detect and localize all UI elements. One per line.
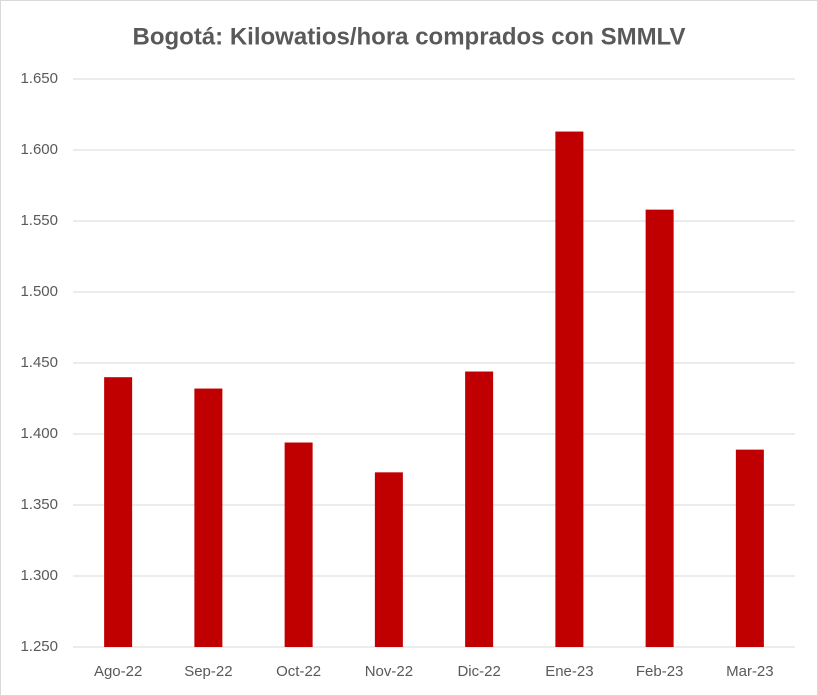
x-tick-label: Mar-23 [726, 663, 774, 680]
y-tick-label: 1.300 [20, 567, 58, 584]
chart-title: Bogotá: Kilowatios/hora comprados con SM… [133, 23, 686, 50]
y-tick-label: 1.450 [20, 354, 58, 371]
x-tick-label: Ago-22 [94, 663, 142, 680]
bar [645, 209, 674, 647]
y-tick-label: 1.350 [20, 496, 58, 513]
y-tick-label: 1.600 [20, 141, 58, 158]
x-tick-label: Sep-22 [184, 663, 232, 680]
x-tick-label: Nov-22 [365, 663, 413, 680]
bar [465, 371, 494, 647]
bar [374, 472, 403, 647]
x-tick-label: Feb-23 [636, 663, 684, 680]
bar [735, 449, 764, 647]
x-tick-label: Oct-22 [276, 663, 321, 680]
y-tick-label: 1.400 [20, 425, 58, 442]
y-tick-label: 1.650 [20, 70, 58, 87]
bar [284, 442, 313, 647]
x-tick-label: Ene-23 [545, 663, 593, 680]
y-tick-label: 1.500 [20, 283, 58, 300]
bar [194, 388, 223, 647]
x-tick-label: Dic-22 [457, 663, 500, 680]
bar [555, 131, 584, 648]
y-tick-label: 1.250 [20, 638, 58, 655]
bar [104, 377, 133, 647]
y-tick-label: 1.550 [20, 212, 58, 229]
